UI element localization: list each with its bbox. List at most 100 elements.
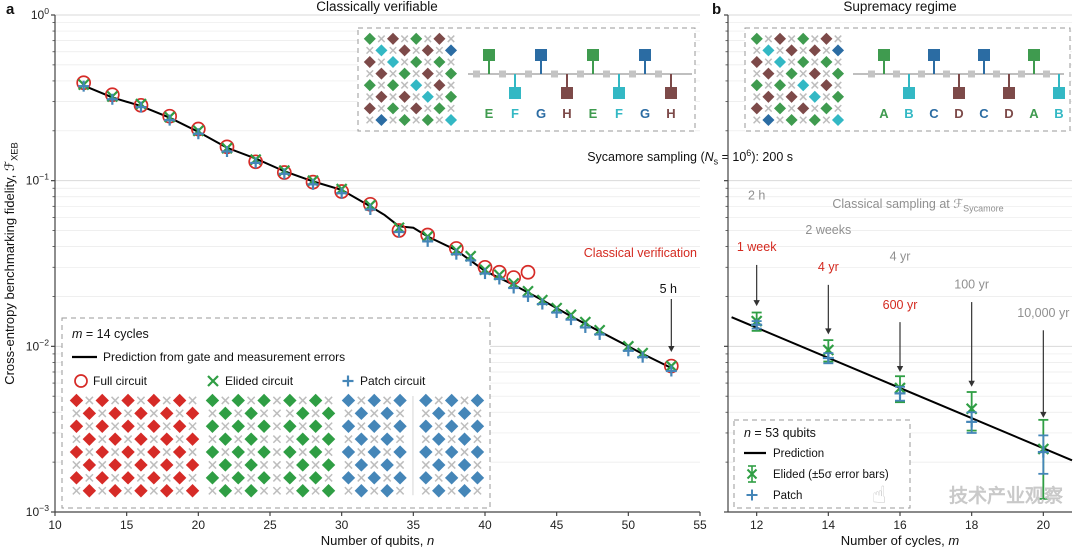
two-qubit-gate-icon bbox=[509, 87, 521, 99]
text-part: ℱ bbox=[953, 197, 963, 211]
coupler-diamond-icon bbox=[354, 432, 369, 446]
text-part: Classical sampling at bbox=[832, 197, 953, 211]
x-tick-label: 14 bbox=[822, 518, 836, 532]
qubit-cross-icon bbox=[473, 460, 482, 470]
coupler-diamond-icon bbox=[367, 471, 381, 485]
coupler-diamond-icon bbox=[172, 393, 187, 408]
coupler-diamond-icon bbox=[108, 458, 122, 472]
qubit-cross-icon bbox=[149, 460, 158, 470]
coupler-diamond-icon bbox=[69, 471, 84, 485]
coupler-diamond-icon bbox=[257, 445, 271, 459]
text-part: F bbox=[511, 106, 519, 121]
x-tick-label: 30 bbox=[335, 518, 349, 532]
qubit-cross-icon bbox=[311, 435, 320, 444]
text-part: 40 bbox=[478, 518, 492, 532]
qubit-cross-icon bbox=[285, 435, 294, 444]
coupler-diamond-icon bbox=[375, 67, 388, 80]
qubit-cross-icon bbox=[834, 81, 842, 89]
qubit-cross-icon bbox=[149, 409, 158, 418]
qubit-cross-icon bbox=[412, 116, 420, 124]
qubit-cross-icon bbox=[421, 409, 430, 418]
text-part: Number of cycles, bbox=[841, 533, 949, 547]
qubit-cross-icon bbox=[412, 93, 420, 101]
coupler-diamond-icon bbox=[354, 406, 369, 421]
runtime-annotation: 1 week bbox=[737, 240, 777, 254]
text-part: Elided (±5σ error bars) bbox=[773, 469, 889, 481]
qubit-cross-icon bbox=[377, 35, 386, 43]
panel-label: a bbox=[6, 1, 15, 18]
coupler-diamond-icon bbox=[797, 55, 810, 69]
qubit-cross-icon bbox=[473, 486, 482, 495]
coupler-diamond-icon bbox=[172, 445, 187, 459]
text-part: A bbox=[1029, 106, 1039, 121]
panel-title: Supremacy regime bbox=[843, 0, 956, 14]
coupler-diamond-icon bbox=[421, 44, 434, 57]
qubit-cross-icon bbox=[776, 93, 784, 101]
legend-full-circuit-label: Full circuit bbox=[93, 374, 148, 388]
coupler-diamond-icon bbox=[95, 393, 109, 408]
qubit-cross-icon bbox=[234, 460, 243, 470]
qubit-cross-icon bbox=[395, 486, 405, 495]
coupler-diamond-icon bbox=[341, 393, 356, 408]
qubit-cross-icon bbox=[383, 447, 392, 457]
two-qubit-gate-icon bbox=[587, 49, 599, 61]
text-part: G bbox=[640, 106, 650, 121]
coupler-diamond-icon bbox=[296, 484, 310, 498]
coupler-diamond-icon bbox=[354, 484, 369, 498]
coupler-diamond-icon bbox=[341, 471, 356, 485]
qubit-cross-icon bbox=[435, 93, 444, 101]
qubit-cross-icon bbox=[383, 473, 392, 482]
qubit-cross-icon bbox=[822, 69, 831, 78]
coupler-diamond-icon bbox=[470, 419, 485, 433]
qubit-cross-icon bbox=[435, 46, 444, 55]
qubit-cross-icon bbox=[259, 486, 269, 495]
qubit-cross-icon bbox=[85, 473, 94, 482]
qubit-cross-icon bbox=[435, 116, 444, 124]
qubit-cross-icon bbox=[111, 447, 120, 457]
qubit-cross-icon bbox=[72, 460, 81, 470]
qubit-cross-icon bbox=[421, 460, 430, 470]
two-qubit-gate-icon bbox=[903, 87, 915, 99]
text-part: 15 bbox=[120, 518, 134, 532]
coupler-diamond-icon bbox=[363, 79, 376, 92]
qubit-cross-icon bbox=[285, 460, 294, 470]
coupler-diamond-icon bbox=[185, 406, 200, 421]
coupler-diamond-icon bbox=[444, 90, 458, 103]
text-part: B bbox=[904, 106, 913, 121]
coupler-diamond-icon bbox=[470, 445, 485, 459]
text-part: 45 bbox=[550, 518, 564, 532]
coupler-diamond-icon bbox=[386, 55, 400, 69]
qubit-cross-icon bbox=[123, 486, 133, 495]
annotation-arrow bbox=[1040, 330, 1047, 418]
coupler-diamond-icon bbox=[283, 419, 297, 433]
qubit-cross-icon bbox=[162, 473, 171, 482]
qubit-cross-icon bbox=[357, 422, 366, 431]
text-part: H bbox=[562, 106, 571, 121]
qubit-cross-icon bbox=[447, 104, 455, 113]
coupler-diamond-icon bbox=[296, 458, 310, 472]
coupler-diamond-icon bbox=[750, 55, 763, 69]
coupler-diamond-icon bbox=[375, 113, 388, 127]
qubit-cross-icon bbox=[208, 409, 217, 418]
coupler-diamond-icon bbox=[283, 393, 297, 408]
qubit-cross-icon bbox=[123, 460, 133, 470]
text-part: 0 bbox=[44, 6, 49, 16]
gate-letter: H bbox=[666, 106, 675, 121]
qubit-cross-icon bbox=[787, 35, 796, 43]
x-tick-label: 35 bbox=[407, 518, 421, 532]
runtime-annotation: 600 yr bbox=[883, 298, 918, 312]
gate-letter: G bbox=[640, 106, 650, 121]
two-qubit-gate-icon bbox=[978, 49, 990, 61]
coupler-diamond-icon bbox=[831, 113, 845, 127]
coupler-diamond-icon bbox=[808, 67, 821, 80]
qubit-cross-icon bbox=[188, 396, 197, 405]
arrow-head-icon bbox=[896, 365, 904, 372]
text-part: = 53 qubits bbox=[751, 426, 816, 440]
coupler-diamond-icon bbox=[831, 44, 845, 57]
qubit-cross-icon bbox=[400, 104, 409, 113]
qubit-cross-icon bbox=[344, 409, 353, 418]
y-tick-label: 10−1 bbox=[26, 172, 49, 188]
qubit-cross-icon bbox=[473, 435, 482, 444]
qubit-cross-icon bbox=[787, 58, 796, 66]
